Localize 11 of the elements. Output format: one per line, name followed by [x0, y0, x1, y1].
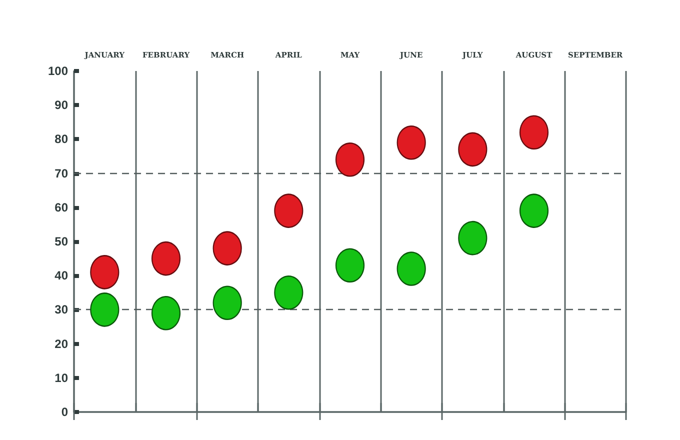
- y-tick-label: 60: [54, 200, 68, 214]
- y-tick-label: 0: [61, 405, 68, 419]
- y-tick-label: 30: [54, 302, 68, 317]
- y-tick-label: 90: [54, 98, 68, 112]
- y-tick-label: 20: [54, 336, 68, 351]
- y-tick-label: 70: [54, 166, 68, 180]
- y-tick-label: 40: [54, 268, 68, 283]
- y-tick-label: 50: [54, 234, 68, 248]
- y-tick-label: 10: [54, 370, 68, 385]
- y-tick-label: 80: [54, 132, 68, 146]
- y-tick-label: 100: [48, 64, 68, 78]
